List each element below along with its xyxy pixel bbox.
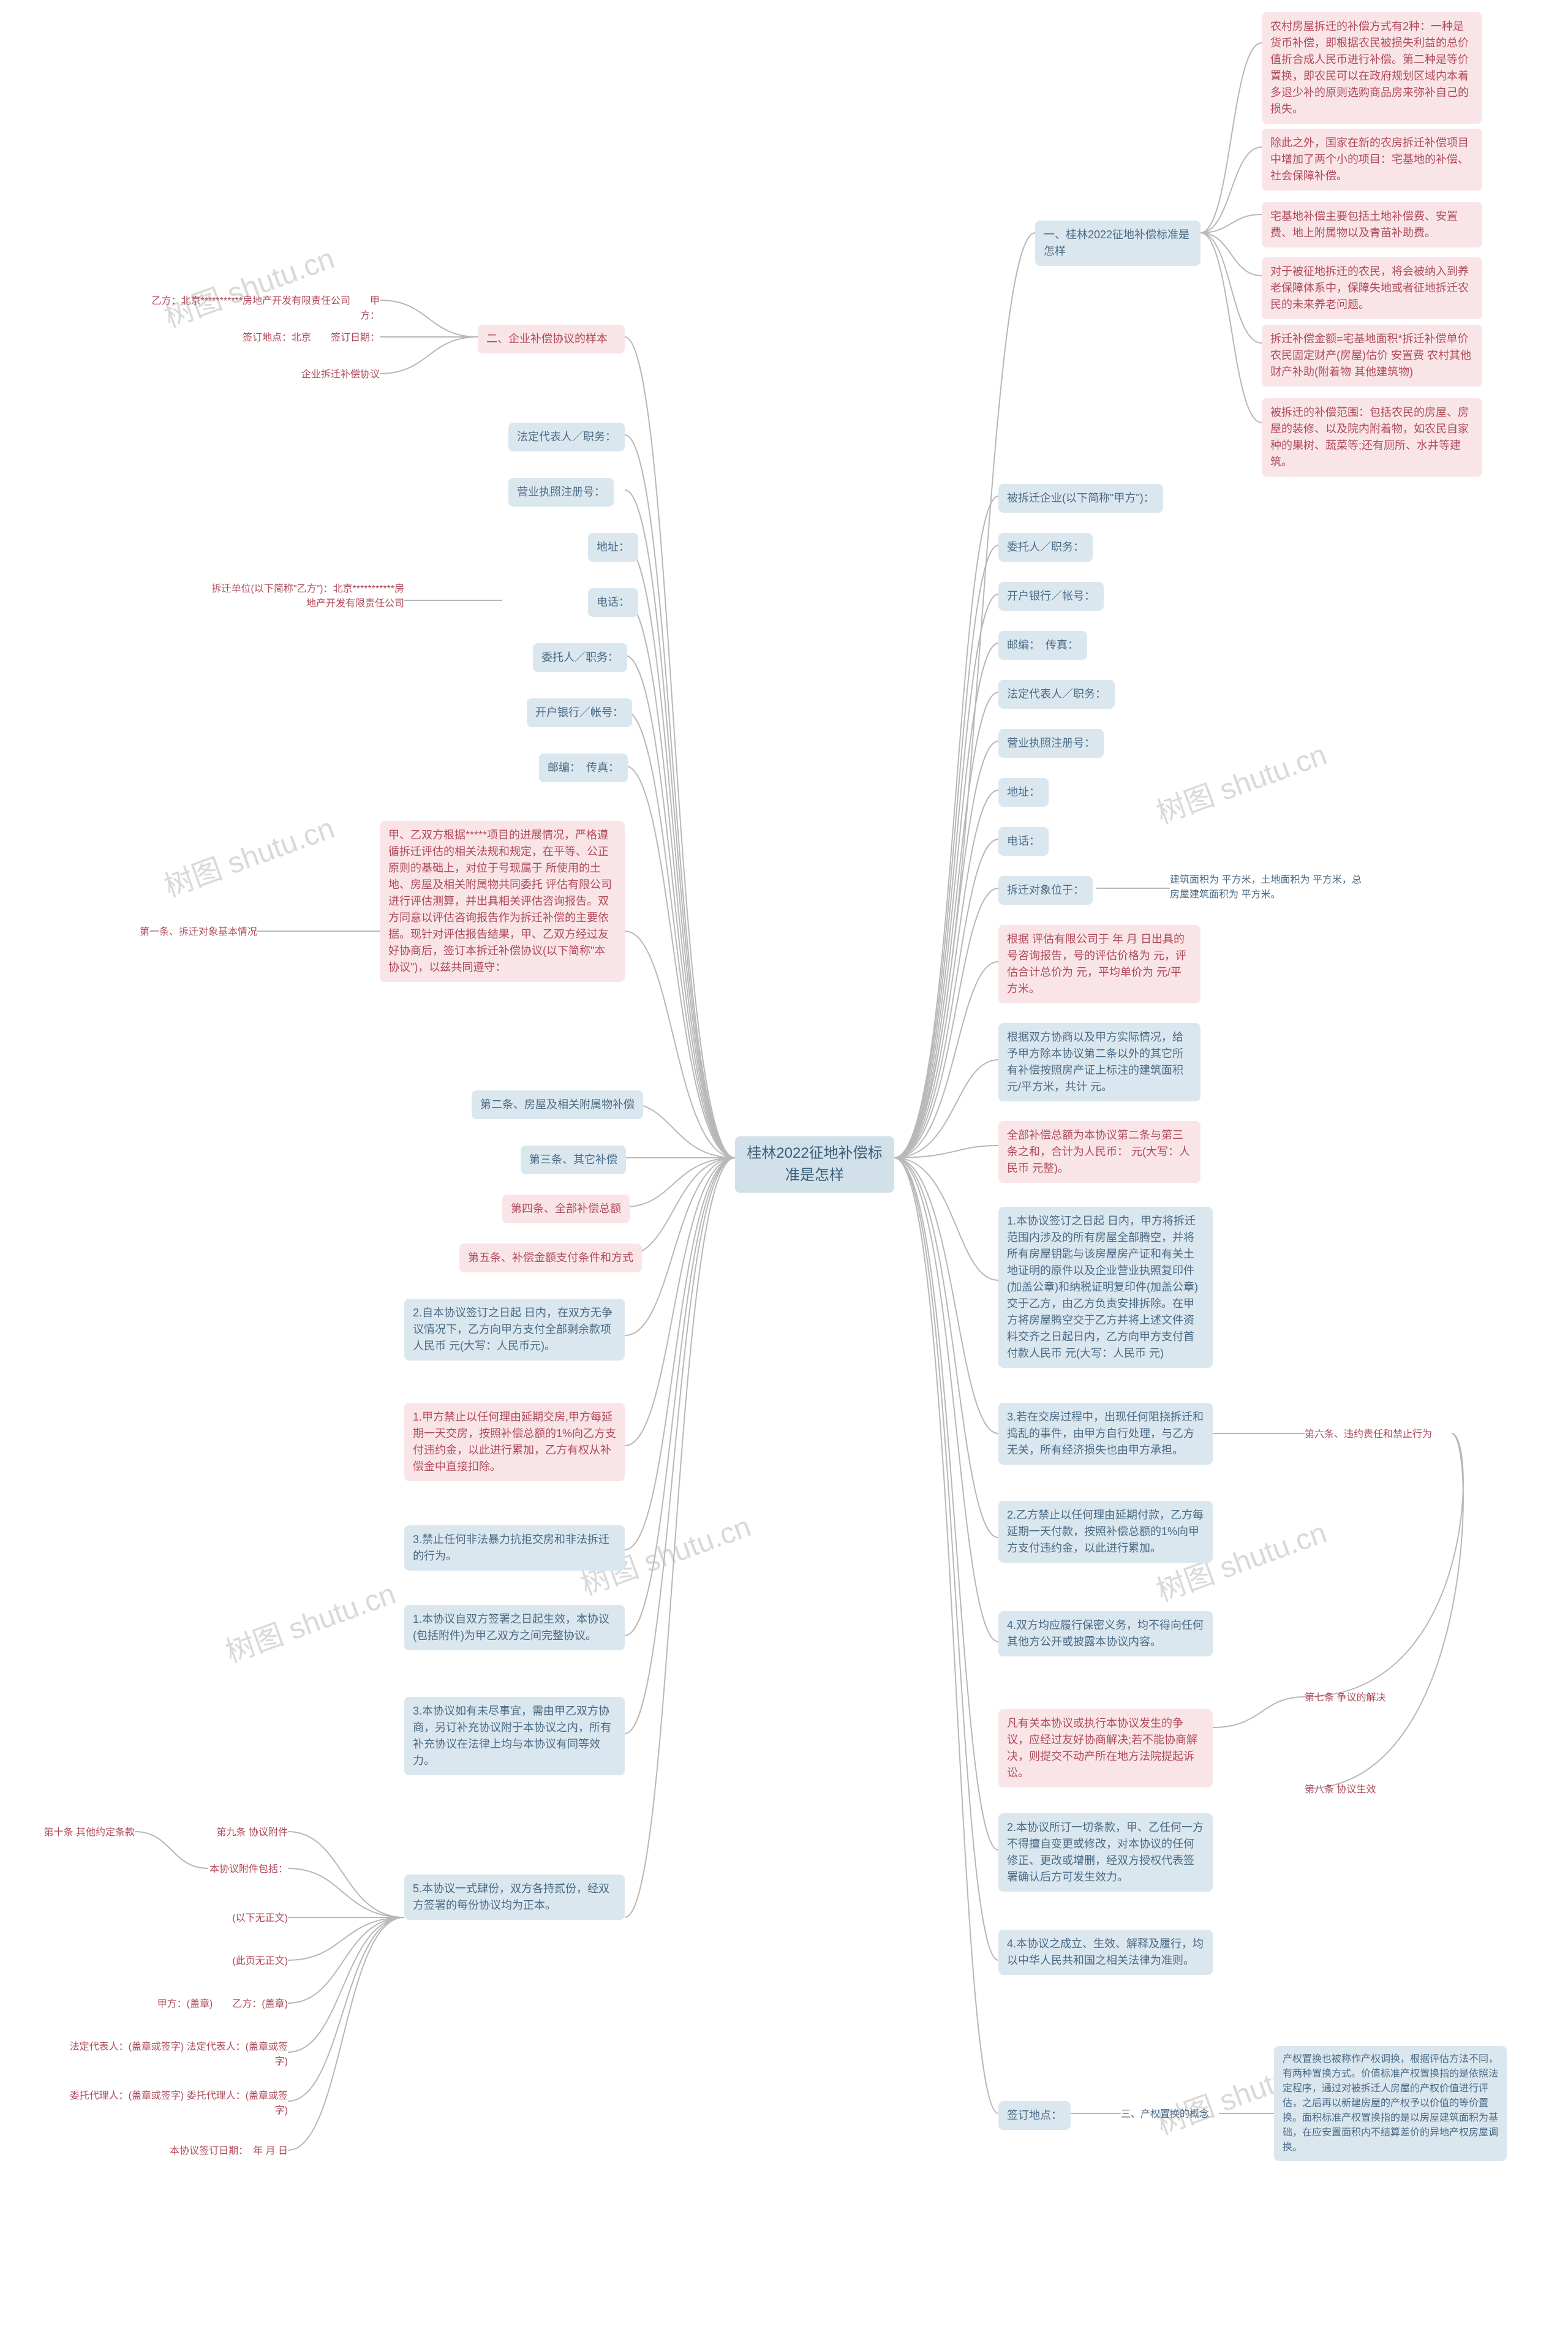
lblue: 2.自本协议签订之日起 日内，在双方无争议情况下，乙方向甲方支付全部剩余款项人民… bbox=[404, 1299, 625, 1361]
sec3-body: 产权置换也被称作产权调换，根据评估方法不同，有两种置换方式。价值标准产权置换指的… bbox=[1274, 2046, 1507, 2161]
lblue: 3.本协议如有未尽事宜，需由甲乙双方协商，另订补充协议附于本协议之内，所有补充协… bbox=[404, 1697, 625, 1775]
sec1-item: 对于被征地拆迁的农民，将会被纳入到养老保障体系中，保障失地或者征地拆迁农民的未来… bbox=[1262, 257, 1482, 319]
sec1-item: 农村房屋拆迁的补偿方式有2种：一种是货币补偿，即根据农民被损失利益的总价值折合成… bbox=[1262, 12, 1482, 124]
field: 法定代表人／职务： bbox=[508, 423, 625, 451]
sec8-item: 4.本协议之成立、生效、解释及履行，均以中华人民共和国之相关法律为准则。 bbox=[998, 1930, 1213, 1975]
art5: 第五条、补偿金额支付条件和方式 bbox=[459, 1244, 642, 1272]
agree-node: 根据双方协商以及甲方实际情况，给予甲方除本协议第二条以外的其它所有补偿按照房产证… bbox=[998, 1023, 1200, 1101]
watermark: 树图 shutu.cn bbox=[157, 804, 339, 905]
field: 电话： bbox=[588, 588, 638, 617]
sec9-h: 本协议签订日期： 年 月 日 bbox=[159, 2144, 288, 2159]
sec9-d: (此页无正文) bbox=[221, 1954, 288, 1969]
field: 地址： bbox=[998, 778, 1049, 807]
demo-target: 拆迁对象位于： bbox=[998, 876, 1093, 905]
art2: 第二条、房屋及相关附属物补偿 bbox=[472, 1090, 643, 1119]
sec1-item: 拆迁补偿金额=宅基地面积*拆迁补偿单价 农民固定财产(房屋)估价 安置费 农村其… bbox=[1262, 325, 1482, 387]
art1-body: 甲、乙双方根据*****项目的进展情况，严格遵循拆迁评估的相关法规和规定，在平等… bbox=[380, 821, 625, 982]
field: 开户银行／帐号： bbox=[527, 698, 632, 727]
total-node: 全部补偿总额为本协议第二条与第三条之和，合计为人民币： 元(大写：人民币 元整)… bbox=[998, 1121, 1200, 1183]
lblue: 1.甲方禁止以任何理由延期交房,甲方每延期一天交房，按照补偿总额的1%向乙方支付… bbox=[404, 1403, 625, 1481]
field: 邮编： 传真： bbox=[998, 631, 1087, 660]
watermark: 树图 shutu.cn bbox=[1150, 730, 1332, 831]
demo-target-detail: 建筑面积为 平方米，土地面积为 平方米，总房屋建筑面积为 平方米。 bbox=[1170, 873, 1366, 902]
field: 被拆迁企业(以下简称"甲方")： bbox=[998, 484, 1163, 513]
field: 营业执照注册号： bbox=[508, 478, 614, 507]
sec8-item: 2.本协议所订一切条款，甲、乙任何一方不得擅自变更或修改，对本协议的任何修正、更… bbox=[998, 1813, 1213, 1892]
field: 电话： bbox=[998, 827, 1049, 856]
sec6-item: 4.双方均应履行保密义务，均不得向任何其他方公开或披露本协议内容。 bbox=[998, 1611, 1213, 1656]
eval-node: 根据 评估有限公司于 年 月 日出具的 号咨询报告，号的评估价格为 元，评估合计… bbox=[998, 925, 1200, 1003]
sec2-item: 乙方：北京***********房地产开发有限责任公司 甲方： bbox=[135, 294, 380, 323]
sign-place: 签订地点： bbox=[998, 2101, 1071, 2130]
center-topic: 桂林2022征地补偿标准是怎样 bbox=[735, 1136, 894, 1193]
field: 委托人／职务： bbox=[998, 533, 1093, 562]
sec3-title: 三、产权置换的概念 bbox=[1121, 2107, 1209, 2122]
lblue: 1.本协议自双方签署之日起生效，本协议(包括附件)为甲乙双方之间完整协议。 bbox=[404, 1605, 625, 1650]
sec9-c: (以下无正文) bbox=[221, 1911, 288, 1926]
lblue: 3.禁止任何非法暴力抗拒交房和非法拆迁的行为。 bbox=[404, 1525, 625, 1571]
sec6-title: 第六条、违约责任和禁止行为 bbox=[1305, 1427, 1432, 1442]
art4: 第四条、全部补偿总额 bbox=[502, 1195, 630, 1223]
sec9-e: 甲方：(盖章) 乙方：(盖章) bbox=[141, 1997, 288, 2012]
tel-detail: 拆迁单位(以下简称"乙方")：北京***********房地产开发有限责任公司 bbox=[208, 582, 404, 611]
sec9-f: 法定代表人：(盖章或签字) 法定代表人：(盖章或签字) bbox=[67, 2040, 288, 2069]
sec2-item: 签订地点：北京 签订日期： bbox=[221, 331, 380, 345]
sec7-body: 凡有关本协议或执行本协议发生的争议，应经过友好协商解决;若不能协商解决，则提交不… bbox=[998, 1709, 1213, 1788]
lblue: 5.本协议一式肆份，双方各持贰份，经双方签署的每份协议均为正本。 bbox=[404, 1875, 625, 1920]
field: 地址： bbox=[588, 533, 638, 562]
sec6-item: 1.本协议签订之日起 日内，甲方将拆迁范围内涉及的所有房屋全部腾空，并将所有房屋… bbox=[998, 1207, 1213, 1368]
field: 邮编： 传真： bbox=[539, 753, 628, 782]
field: 开户银行／帐号： bbox=[998, 582, 1104, 611]
sec9-b: 本协议附件包括： bbox=[196, 1862, 288, 1877]
art1-title: 第一条、拆迁对象基本情况 bbox=[123, 925, 257, 940]
sec6-item: 3.若在交房过程中，出现任何阻挠拆迁和捣乱的事件，由甲方自行处理，与乙方无关，所… bbox=[998, 1403, 1213, 1465]
field: 委托人／职务： bbox=[533, 643, 627, 672]
sec1-item: 被拆迁的补偿范围：包括农民的房屋、房屋的装修、以及院内附着物，如农民自家种的果树… bbox=[1262, 398, 1482, 477]
sec1-item: 除此之外，国家在新的农房拆迁补偿项目中增加了两个小的项目：宅基地的补偿、社会保障… bbox=[1262, 129, 1482, 191]
sec1-title: 一、桂林2022征地补偿标准是怎样 bbox=[1035, 221, 1200, 266]
sec9-g: 委托代理人：(盖章或签字) 委托代理人：(盖章或签字) bbox=[67, 2089, 288, 2118]
field: 营业执照注册号： bbox=[998, 729, 1104, 758]
sec9-a: 第十条 其他约定条款 bbox=[37, 1825, 135, 1840]
art3: 第三条、其它补偿 bbox=[521, 1146, 626, 1174]
field: 法定代表人／职务： bbox=[998, 680, 1115, 709]
sec2-title: 二、企业补偿协议的样本 bbox=[478, 325, 625, 353]
sec2-item: 企业拆迁补偿协议 bbox=[294, 368, 380, 382]
sec7-title: 第七条 争议的解决 bbox=[1305, 1691, 1385, 1705]
sec9-title: 第九条 协议附件 bbox=[208, 1825, 288, 1840]
sec8-title: 第八条 协议生效 bbox=[1305, 1783, 1376, 1797]
watermark: 树图 shutu.cn bbox=[219, 1569, 401, 1671]
sec6-item: 2.乙方禁止以任何理由延期付款，乙方每延期一天付款，按照补偿总额的1%向甲方支付… bbox=[998, 1501, 1213, 1563]
sec1-item: 宅基地补偿主要包括土地补偿费、安置费、地上附属物以及青苗补助费。 bbox=[1262, 202, 1482, 247]
